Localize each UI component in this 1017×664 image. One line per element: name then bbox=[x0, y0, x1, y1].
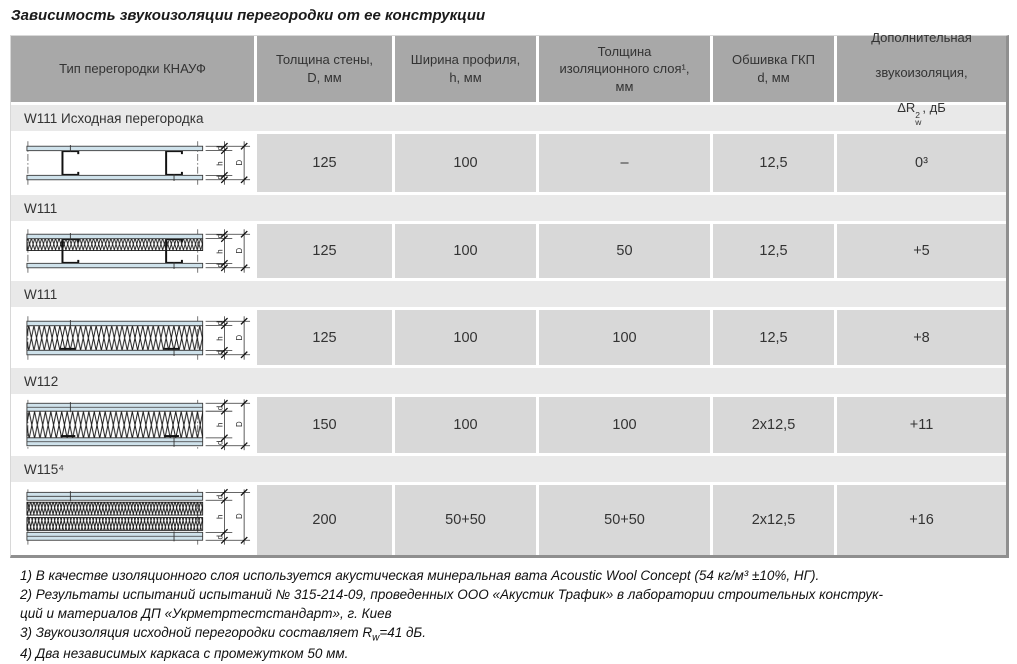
dim-label-h: h bbox=[215, 336, 224, 340]
dim-label-D: D bbox=[235, 421, 244, 427]
header-additional-line1: Дополнительная bbox=[871, 29, 972, 45]
dim-label-h: h bbox=[215, 249, 224, 253]
cell-additional-insulation: +16 bbox=[837, 485, 1006, 555]
cell-additional-insulation: +11 bbox=[837, 397, 1006, 453]
diagram-cell: d h d D bbox=[11, 485, 254, 555]
cell-profile-width: 50+50 bbox=[395, 485, 536, 555]
dim-label-D: D bbox=[235, 247, 244, 253]
partition-diagram-w111-insulation-100: d h d D bbox=[26, 315, 251, 360]
data-row-w112: d h d D 150 100 100 2x12,5 +11 bbox=[11, 397, 1006, 453]
section-row-w111-100: W111 bbox=[11, 281, 1006, 307]
partition-diagram-w111-base: d h d D bbox=[26, 141, 251, 185]
footnotes: 1) В качестве изоляционного слоя использ… bbox=[20, 567, 1006, 664]
header-profile-width: Ширина профиля, h, мм bbox=[395, 36, 536, 102]
section-row-w115: W115⁴ bbox=[11, 456, 1006, 482]
header-additional-formula: ΔR 2 w, дБ bbox=[897, 99, 946, 126]
cell-additional-insulation: 0³ bbox=[837, 134, 1006, 192]
cell-profile-width: 100 bbox=[395, 224, 536, 278]
cell-wall-thickness: 200 bbox=[257, 485, 392, 555]
data-row-w111-50: d h d D 125 100 50 12,5 +5 bbox=[11, 224, 1006, 278]
cell-wall-thickness: 125 bbox=[257, 224, 392, 278]
dim-label-d-top: d bbox=[215, 146, 224, 150]
dim-label-h: h bbox=[215, 161, 224, 165]
dim-label-D: D bbox=[235, 159, 244, 165]
cell-cladding: 12,5 bbox=[713, 310, 834, 365]
dim-label-d-bottom: d bbox=[215, 441, 224, 445]
footnote-4: 4) Два независимых каркаса с промежутком… bbox=[20, 646, 349, 662]
cell-profile-width: 100 bbox=[395, 397, 536, 453]
section-row-w111-base: W111 Исходная перегородка bbox=[11, 105, 1006, 131]
delta-r-symbol: ΔR bbox=[897, 99, 916, 115]
cell-wall-thickness: 125 bbox=[257, 310, 392, 365]
header-wall-thickness: Толщина стены, D, мм bbox=[257, 36, 392, 102]
cell-insulation: 50 bbox=[539, 224, 710, 278]
dim-label-D: D bbox=[235, 513, 244, 519]
cell-insulation: 100 bbox=[539, 310, 710, 365]
db-unit: , дБ bbox=[922, 99, 946, 115]
dim-label-d-bottom: d bbox=[215, 535, 224, 539]
page-title: Зависимость звукоизоляции перегородки от… bbox=[11, 7, 486, 24]
dim-label-D: D bbox=[235, 334, 244, 340]
footnote-1: 1) В качестве изоляционного слоя использ… bbox=[20, 568, 820, 583]
cell-cladding: 12,5 bbox=[713, 134, 834, 192]
cell-additional-insulation: +5 bbox=[837, 224, 1006, 278]
cell-wall-thickness: 125 bbox=[257, 134, 392, 192]
cell-profile-width: 100 bbox=[395, 134, 536, 192]
dim-label-d-top: d bbox=[215, 234, 224, 238]
cell-additional-insulation: +8 bbox=[837, 310, 1006, 365]
partition-diagram-w112-double-cladding: d h d D bbox=[26, 399, 251, 451]
header-additional-insulation: Дополнительная звукоизоляция, ΔR 2 w, дБ bbox=[837, 30, 1006, 126]
diagram-cell: d h d D bbox=[11, 310, 254, 365]
header-cladding: Обшивка ГКП d, мм bbox=[713, 36, 834, 102]
diagram-cell: d h d D bbox=[11, 134, 254, 192]
footnote-3: 3) Звукоизоляция исходной перегородки со… bbox=[20, 624, 426, 644]
data-row-w111-100: d h d D 125 100 100 12,5 +8 bbox=[11, 310, 1006, 365]
dim-label-h: h bbox=[215, 423, 224, 427]
partition-diagram-w111-insulation-50: d h d D bbox=[26, 229, 251, 273]
header-additional-line2: звукоизоляция, bbox=[875, 64, 968, 80]
header-insulation-thickness: Толщина изоляционного слоя¹, мм bbox=[539, 36, 710, 102]
section-row-w112: W112 bbox=[11, 368, 1006, 394]
cell-profile-width: 100 bbox=[395, 310, 536, 365]
section-row-w111-50: W111 bbox=[11, 195, 1006, 221]
footnote-2: 2) Результаты испытаний испытаний № 315-… bbox=[20, 586, 883, 621]
data-row-w115: d h d D 200 50+50 50+50 2x12,5 +16 bbox=[11, 485, 1006, 555]
partition-diagram-w115-double-frame: d h d D bbox=[26, 488, 251, 545]
partition-table: Тип перегородки КНАУФ Толщина стены, D, … bbox=[10, 30, 1009, 558]
cell-cladding: 12,5 bbox=[713, 224, 834, 278]
cell-wall-thickness: 150 bbox=[257, 397, 392, 453]
dim-label-h: h bbox=[215, 515, 224, 519]
data-row-w111-base: d h d D 125 100 – 12,5 0³ bbox=[11, 134, 1006, 192]
diagram-cell: d h d D bbox=[11, 397, 254, 453]
dim-label-d-bottom: d bbox=[215, 350, 224, 354]
dim-label-d-top: d bbox=[215, 495, 224, 499]
cell-cladding: 2x12,5 bbox=[713, 485, 834, 555]
dim-label-d-top: d bbox=[215, 320, 224, 324]
cell-insulation: 100 bbox=[539, 397, 710, 453]
cell-insulation: 50+50 bbox=[539, 485, 710, 555]
header-partition-type: Тип перегородки КНАУФ bbox=[11, 36, 254, 102]
diagram-cell: d h d D bbox=[11, 224, 254, 278]
table-header-row: Тип перегородки КНАУФ Толщина стены, D, … bbox=[11, 30, 1006, 126]
dim-label-d-bottom: d bbox=[215, 263, 224, 267]
dim-label-d-top: d bbox=[215, 406, 224, 410]
cell-insulation: – bbox=[539, 134, 710, 192]
dim-label-d-bottom: d bbox=[215, 175, 224, 179]
cell-cladding: 2x12,5 bbox=[713, 397, 834, 453]
